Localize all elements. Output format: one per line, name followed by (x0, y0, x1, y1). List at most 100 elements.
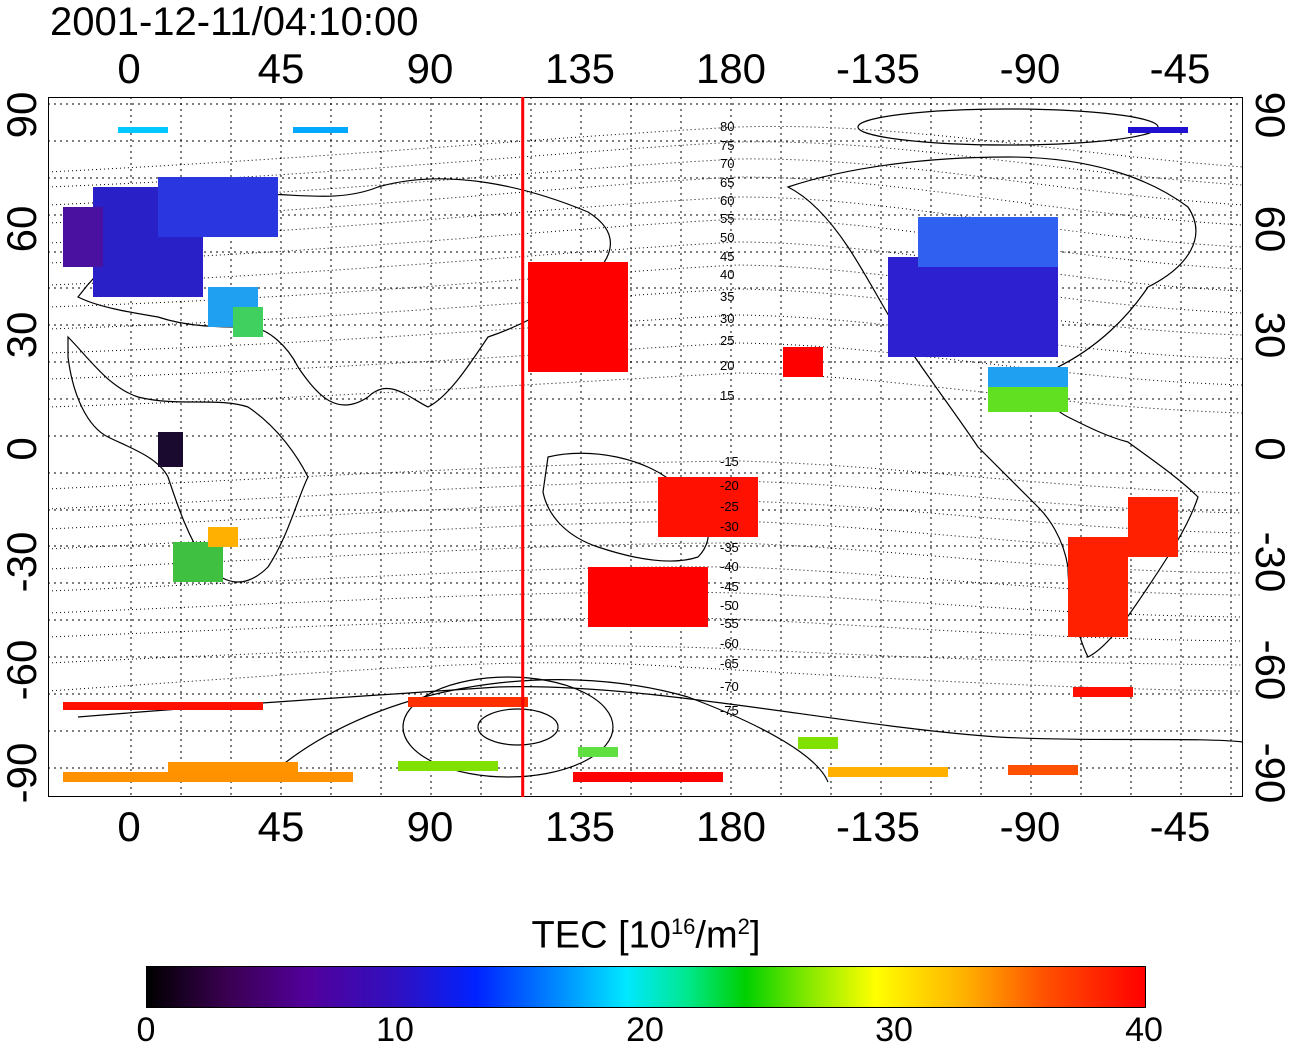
contour-label: -65 (720, 656, 739, 671)
lon-tick-bottom: -45 (1149, 803, 1211, 850)
tec-region-africa (158, 432, 183, 467)
lat-tick-left: -30 (0, 531, 45, 593)
contour-label: 45 (720, 249, 734, 264)
contour-label: -40 (720, 559, 739, 574)
contour-label: -50 (720, 598, 739, 613)
tec-region-nz (588, 567, 708, 627)
lon-tick-top: 90 (406, 45, 454, 92)
contour-label: 40 (720, 267, 734, 282)
lon-tick-top: 0 (117, 45, 141, 92)
lat-tick-right: -30 (1247, 531, 1292, 593)
contour-label: -25 (720, 499, 739, 514)
tec-region-antarctic (1008, 765, 1078, 775)
contour-label: -35 (720, 540, 739, 555)
tec-region-antarctic (168, 762, 298, 772)
tec-patches (63, 127, 1188, 782)
contour-label: -30 (720, 519, 739, 534)
colorbar-title-prefix: TEC [10 (531, 914, 671, 957)
colorbar-tick: 20 (626, 1011, 664, 1049)
lat-tick-right: 90 (1247, 91, 1292, 139)
colorbar (146, 966, 1146, 1008)
lat-tick-right: -90 (1247, 742, 1292, 804)
contour-label: 35 (720, 289, 734, 304)
tec-region-arctic (118, 127, 168, 133)
contour-label: -60 (720, 636, 739, 651)
tec-region-europe (233, 307, 263, 337)
tec-region-pacific (658, 477, 758, 537)
colorbar-title-unit-exponent: 2 (737, 914, 750, 939)
lon-tick-bottom: -90 (999, 803, 1061, 850)
tec-region-europe (158, 177, 278, 237)
contour-label: 25 (720, 333, 734, 348)
lat-tick-right: 60 (1247, 205, 1292, 253)
tec-region-caribbean (988, 387, 1068, 412)
colorbar-tick: 40 (1125, 1011, 1163, 1049)
contour-label: 80 (720, 119, 734, 134)
tec-region-antarctic (573, 772, 723, 782)
tec-region-japan (528, 262, 628, 372)
lat-tick-right: 0 (1247, 437, 1292, 461)
contour-label-group: 80 75 70 65 60 55 50 45 40 35 30 25 20 1… (720, 119, 739, 718)
tec-region-s-america (1128, 497, 1178, 557)
lat-tick-right: 30 (1247, 311, 1292, 359)
tec-region-africa (208, 527, 238, 547)
contour-label: 30 (720, 311, 734, 326)
contour-label: -20 (720, 478, 739, 493)
lon-tick-bottom: 0 (117, 803, 141, 850)
colorbar-title-suffix: ] (749, 914, 761, 957)
lon-tick-bottom: 180 (695, 803, 767, 850)
lon-tick-top: -45 (1149, 45, 1211, 92)
lon-tick-bottom: 45 (257, 803, 305, 850)
contour-label: 65 (720, 175, 734, 190)
lat-tick-left: -60 (0, 639, 45, 701)
contour-label: 20 (720, 358, 734, 373)
lon-tick-top: -135 (835, 45, 921, 92)
contour-label: -15 (720, 454, 739, 469)
lat-tick-left: 60 (0, 205, 45, 253)
contour-label: -70 (720, 679, 739, 694)
plot-title: 2001-12-11/04:10:00 (50, 0, 419, 44)
colorbar-tick: 10 (376, 1011, 414, 1049)
contour-label: -75 (720, 703, 739, 718)
tec-region-antarctic (63, 702, 263, 710)
contour-label: -55 (720, 616, 739, 631)
tec-region-n-america (888, 257, 1058, 357)
contour-label: -45 (720, 579, 739, 594)
lon-tick-top: 135 (544, 45, 616, 92)
tec-region-antarctic (398, 761, 498, 771)
colorbar-title-exponent: 16 (670, 914, 696, 939)
lon-tick-top: -90 (999, 45, 1061, 92)
lon-tick-bottom: 135 (544, 803, 616, 850)
lon-tick-bottom: -135 (835, 803, 921, 850)
tec-region-hawaii (783, 347, 823, 377)
tec-region-europe (63, 207, 103, 267)
tec-region-antarctic (1073, 687, 1133, 697)
tec-region-antarctic (798, 737, 838, 749)
colorbar-title: TEC [1016/m2] (0, 905, 1292, 958)
lat-tick-left: 0 (0, 437, 45, 461)
contour-label: 70 (720, 156, 734, 171)
contour-label: 75 (720, 138, 734, 153)
colorbar-tick: 0 (136, 1011, 156, 1049)
tec-region-n-america (918, 217, 1058, 267)
contour-label: 15 (720, 388, 734, 403)
tec-region-arctic (293, 127, 348, 133)
lat-tick-left: 30 (0, 311, 45, 359)
tec-region-arctic (1128, 127, 1188, 133)
tec-region-s-america (1068, 537, 1128, 637)
contour-label: 60 (720, 193, 734, 208)
lon-tick-top: 180 (695, 45, 767, 92)
colorbar-title-unit: /m (695, 914, 738, 957)
lat-tick-left: -90 (0, 742, 45, 804)
lat-tick-left: 90 (0, 91, 45, 139)
coastlines (67, 156, 1243, 743)
tec-region-antarctic (408, 697, 528, 707)
lat-tick-right: -60 (1247, 639, 1292, 701)
tec-region-antarctic (828, 767, 948, 777)
tec-region-africa (173, 542, 223, 582)
contour-label: 50 (720, 230, 734, 245)
contour-label: 55 (720, 211, 734, 226)
tec-map: 80 75 70 65 60 55 50 45 40 35 30 25 20 1… (48, 97, 1243, 797)
lon-tick-bottom: 90 (406, 803, 454, 850)
lon-tick-top: 45 (257, 45, 305, 92)
